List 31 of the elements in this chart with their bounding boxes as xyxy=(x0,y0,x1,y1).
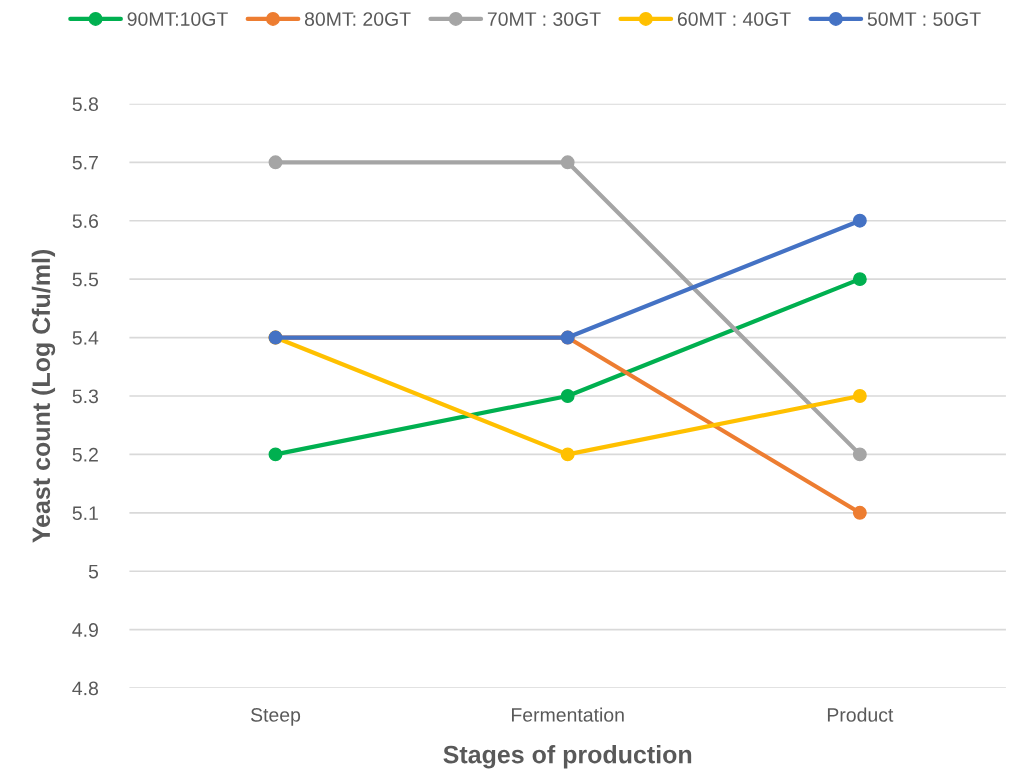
y-tick-label: 5.6 xyxy=(72,214,98,228)
x-axis-title: Stages of production xyxy=(443,745,692,769)
y-tick-label: 5.8 xyxy=(72,97,99,112)
legend-label: 90MT:10GT xyxy=(127,12,228,26)
y-axis-title: Yeast count (Log Cfu/ml) xyxy=(31,249,56,543)
y-tick-label: 4.8 xyxy=(72,681,99,696)
x-tick-label: Steep xyxy=(250,708,301,726)
point xyxy=(852,272,867,287)
legend-label: 70MT : 30GT xyxy=(487,12,601,26)
x-tick-label: Product xyxy=(827,707,894,722)
point xyxy=(560,389,575,403)
point xyxy=(852,213,867,228)
point xyxy=(268,447,283,462)
y-tick-label: 5.4 xyxy=(72,331,99,345)
y-tick-label: 4.9 xyxy=(72,623,98,637)
point xyxy=(560,447,575,462)
point xyxy=(268,155,283,170)
y-tick-label: 5.3 xyxy=(72,389,98,404)
y-tick-label: 5 xyxy=(88,564,99,579)
legend-label: 50MT : 50GT xyxy=(867,12,981,26)
y-tick-label: 5.1 xyxy=(72,506,98,521)
x-tick-label: Fermentation xyxy=(512,707,624,722)
y-tick-label: 5.2 xyxy=(72,447,98,462)
point xyxy=(852,505,867,520)
point xyxy=(560,155,575,170)
y-tick-label: 5.5 xyxy=(72,272,99,287)
point xyxy=(852,447,867,462)
legend-label: 80MT: 20GT xyxy=(304,12,411,26)
y-tick-label: 5.7 xyxy=(72,155,98,170)
point xyxy=(852,389,867,403)
legend-label: 60MT : 40GT xyxy=(677,12,791,26)
